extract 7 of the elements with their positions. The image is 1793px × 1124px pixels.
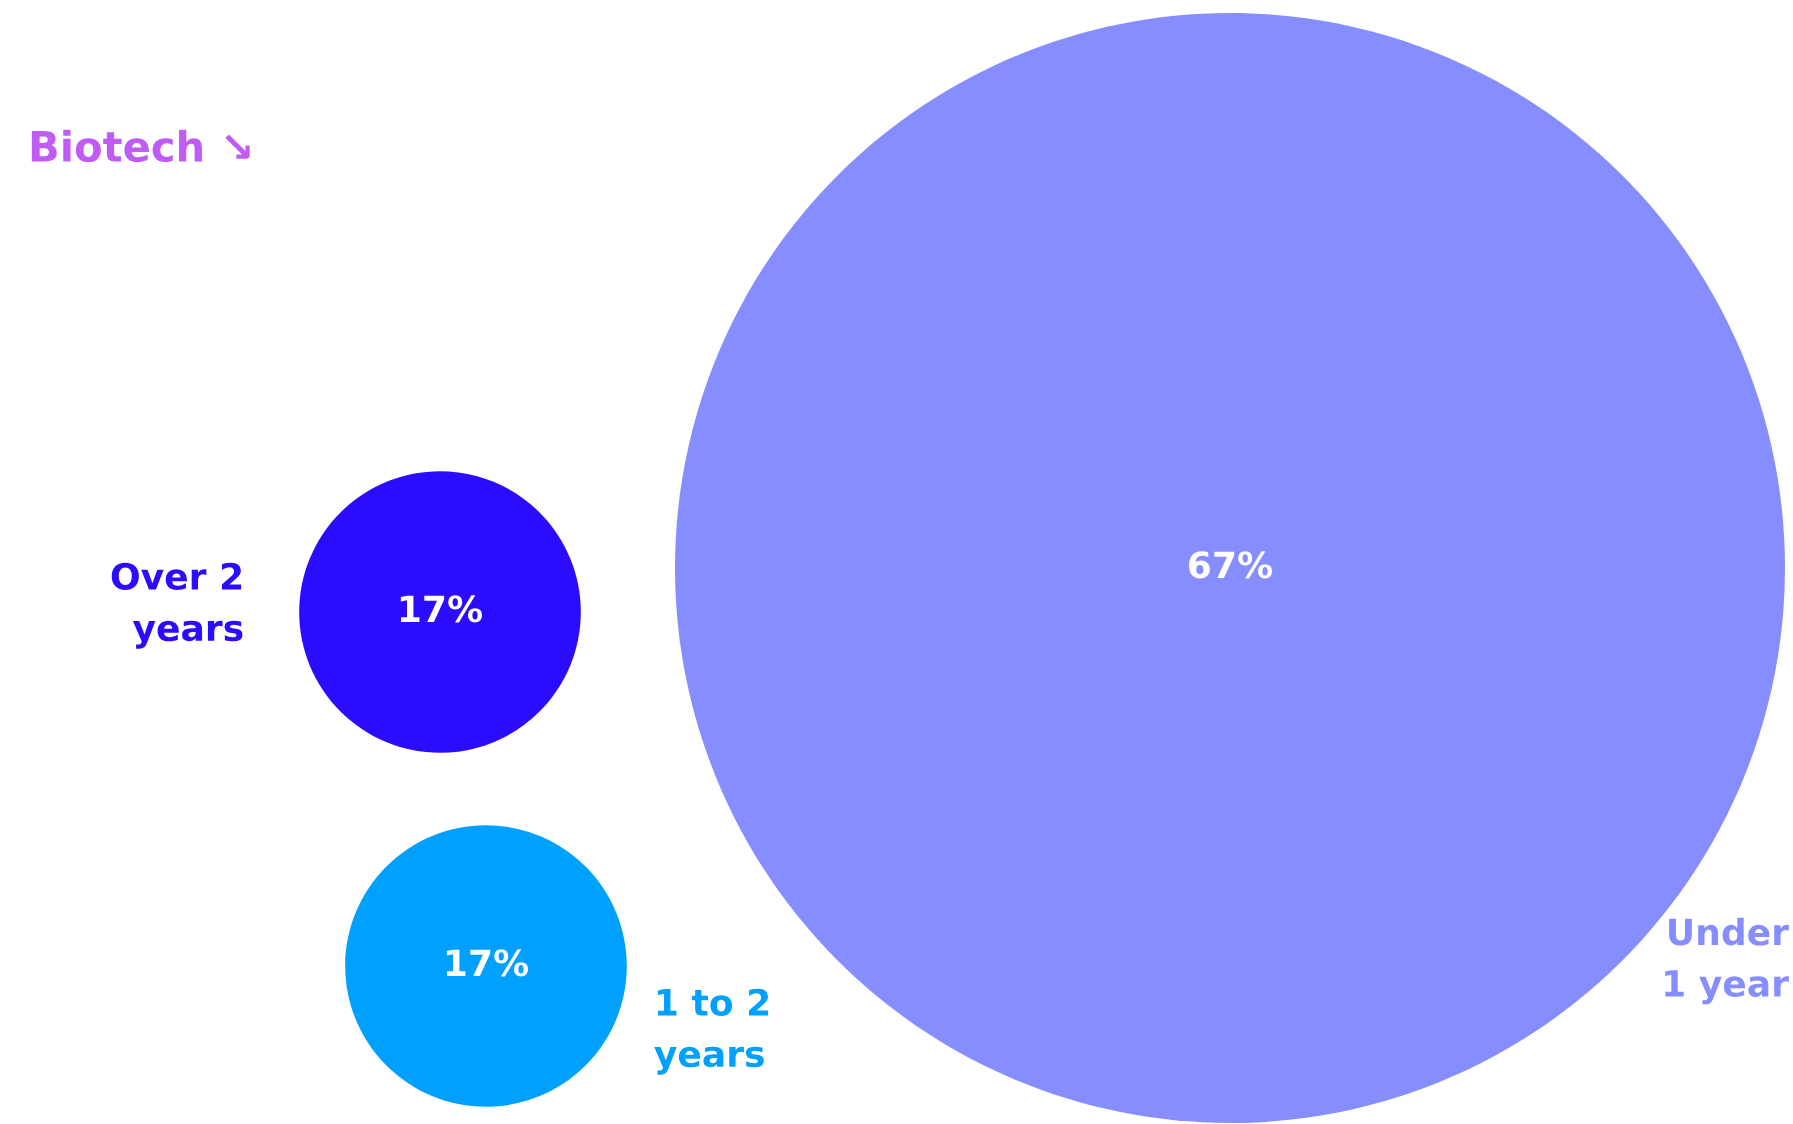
category-label: 1 to 2 years: [654, 988, 769, 1075]
data-label: 67%: [1189, 551, 1273, 579]
data-label: 17%: [400, 595, 483, 623]
data-label: 17%: [446, 949, 529, 977]
category-label: Over 2 years: [111, 562, 243, 649]
text: Biotech ↘: [31, 129, 250, 163]
category-label: Under 1 year: [1665, 917, 1789, 1005]
